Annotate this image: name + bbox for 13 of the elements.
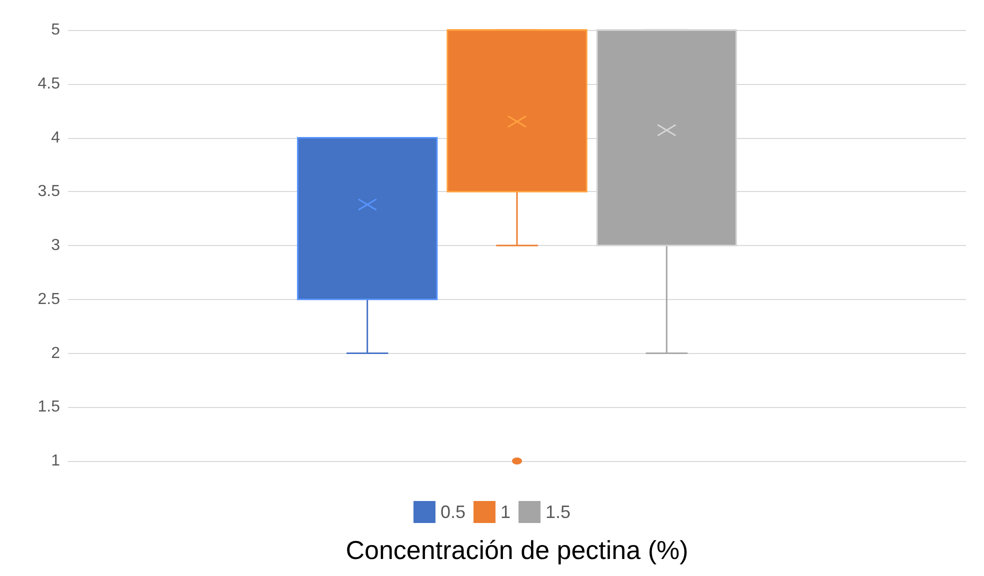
legend-label: 0.5	[440, 502, 466, 522]
y-tick-label: 3	[51, 237, 60, 254]
legend-label: 1	[500, 502, 511, 522]
y-tick-label: 5	[51, 22, 60, 38]
y-tick-label: 3.5	[38, 183, 60, 200]
y-tick-label: 4.5	[38, 75, 60, 92]
y-tick-label: 1	[51, 452, 60, 470]
legend-label: 1.5	[546, 502, 571, 522]
y-tick-label: 4	[51, 129, 60, 146]
y-tick-label: 1.5	[38, 398, 60, 416]
y-tick-label: 2.5	[38, 290, 60, 308]
x-axis-title: Concentración de pectina (%)	[346, 535, 688, 565]
y-tick-label: 2	[51, 344, 60, 362]
